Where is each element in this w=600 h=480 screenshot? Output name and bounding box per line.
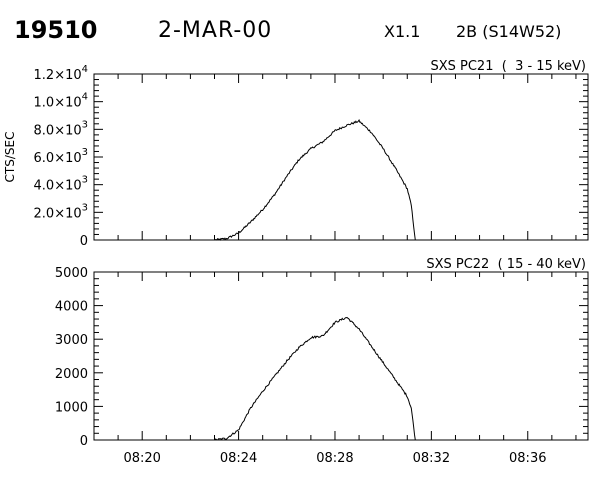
- y-tick-label-mantissa: 2.0×10: [34, 206, 82, 221]
- y-tick-label-mantissa: 1.2×10: [34, 68, 82, 83]
- x-tick-label: 08:20: [123, 451, 160, 466]
- y-tick-label-mantissa: 3000: [55, 333, 88, 348]
- y-tick-label-exponent: 3: [82, 175, 88, 186]
- y-tick-label-mantissa: 4000: [55, 300, 88, 315]
- y-tick-label: 1.0×104: [34, 92, 88, 111]
- x-tick-label: 08:28: [316, 451, 353, 466]
- y-tick-label: 6.0×103: [34, 147, 88, 166]
- y-tick-label-mantissa: 5000: [55, 266, 88, 281]
- y-tick-label: 8.0×103: [34, 119, 88, 138]
- y-tick-label: 0: [80, 234, 88, 249]
- y-tick-label-mantissa: 1000: [55, 400, 88, 415]
- y-tick-label: 4000: [55, 300, 88, 315]
- y-tick-label-mantissa: 8.0×10: [34, 123, 82, 138]
- y-tick-label-mantissa: 2000: [55, 367, 88, 382]
- y-tick-label: 2.0×103: [34, 202, 88, 221]
- y-tick-label-exponent: 3: [82, 202, 88, 213]
- y-tick-label: 3000: [55, 333, 88, 348]
- y-tick-label-exponent: 4: [82, 92, 88, 103]
- plot-frame: [93, 73, 589, 241]
- y-tick-label: 1000: [55, 400, 88, 415]
- xray-class: X1.1: [384, 22, 421, 41]
- event-id: 19510: [14, 16, 98, 44]
- plot-frame: [93, 271, 589, 441]
- y-tick-label-mantissa: 4.0×10: [34, 179, 82, 194]
- y-tick-label-mantissa: 0: [80, 234, 88, 249]
- x-tick-label: 08:32: [413, 451, 450, 466]
- y-axis-label: CTS/SEC: [3, 132, 17, 183]
- x-tick-label: 08:24: [220, 451, 257, 466]
- panel-title: SXS PC22 ( 15 - 40 keV): [426, 257, 586, 272]
- y-tick-label: 2000: [55, 367, 88, 382]
- event-date: 2-MAR-00: [158, 18, 273, 43]
- y-tick-label-mantissa: 6.0×10: [34, 151, 82, 166]
- y-tick-label-exponent: 3: [82, 119, 88, 130]
- x-tick-label: 08:36: [509, 451, 546, 466]
- y-tick-label-mantissa: 0: [80, 434, 88, 449]
- y-tick-label-exponent: 4: [82, 64, 88, 75]
- y-tick-label: 4.0×103: [34, 175, 88, 194]
- y-tick-label: 0: [80, 434, 88, 449]
- y-tick-label-mantissa: 1.0×10: [34, 96, 82, 111]
- panel-title: SXS PC21 ( 3 - 15 keV): [430, 59, 586, 74]
- flare-class: 2B (S14W52): [456, 22, 562, 41]
- data-series-line: [94, 316, 416, 441]
- y-tick-label: 5000: [55, 266, 88, 281]
- y-tick-label-exponent: 3: [82, 147, 88, 158]
- y-tick-label: 1.2×104: [34, 64, 88, 83]
- data-series-line: [94, 119, 416, 241]
